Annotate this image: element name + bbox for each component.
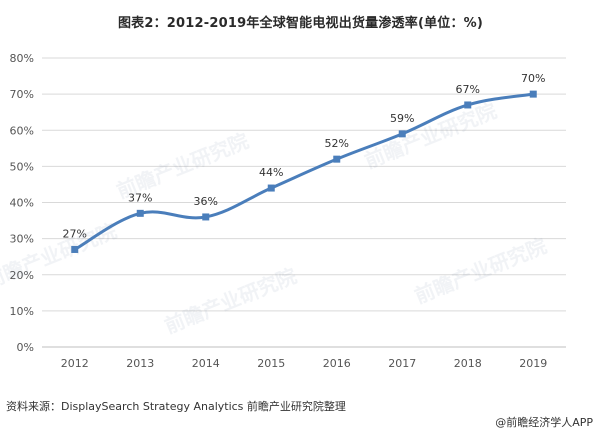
y-tick-label: 50%	[10, 160, 34, 173]
data-point	[333, 155, 341, 163]
data-point	[398, 130, 406, 138]
chart-title: 图表2：2012-2019年全球智能电视出货量渗透率(单位：%)	[117, 16, 484, 31]
x-tick-label: 2013	[126, 357, 154, 370]
x-tick-label: 2012	[61, 357, 89, 370]
data-point	[202, 213, 210, 221]
data-point	[136, 209, 144, 217]
data-label: 27%	[63, 227, 87, 240]
data-point	[464, 101, 472, 109]
series-line	[73, 92, 535, 251]
brand-credit: @前瞻经济学人APP	[495, 414, 593, 430]
data-label: 70%	[521, 72, 545, 85]
data-label: 37%	[128, 191, 152, 204]
data-point	[71, 245, 79, 253]
data-label: 36%	[194, 195, 218, 208]
x-tick-label: 2018	[454, 357, 482, 370]
brand-text: @前瞻经济学人APP	[495, 416, 593, 429]
data-label: 44%	[259, 166, 283, 179]
y-tick-label: 10%	[10, 305, 34, 318]
source-note: 资料来源：DisplaySearch Strategy Analytics 前瞻…	[6, 400, 346, 413]
x-tick-label: 2019	[519, 357, 547, 370]
y-tick-label: 60%	[10, 124, 34, 137]
y-tick-label: 80%	[10, 52, 34, 65]
data-label: 67%	[456, 83, 480, 96]
y-tick-label: 30%	[10, 233, 34, 246]
x-tick-label: 2014	[192, 357, 220, 370]
x-tick-label: 2015	[257, 357, 285, 370]
data-label: 52%	[325, 137, 349, 150]
y-tick-label: 70%	[10, 88, 34, 101]
x-tick-label: 2017	[388, 357, 416, 370]
data-label: 59%	[390, 112, 414, 125]
y-tick-label: 40%	[10, 197, 34, 210]
y-tick-label: 0%	[17, 341, 34, 354]
data-point	[529, 90, 537, 98]
data-point	[267, 184, 275, 192]
y-tick-label: 20%	[10, 269, 34, 282]
x-tick-label: 2016	[323, 357, 351, 370]
